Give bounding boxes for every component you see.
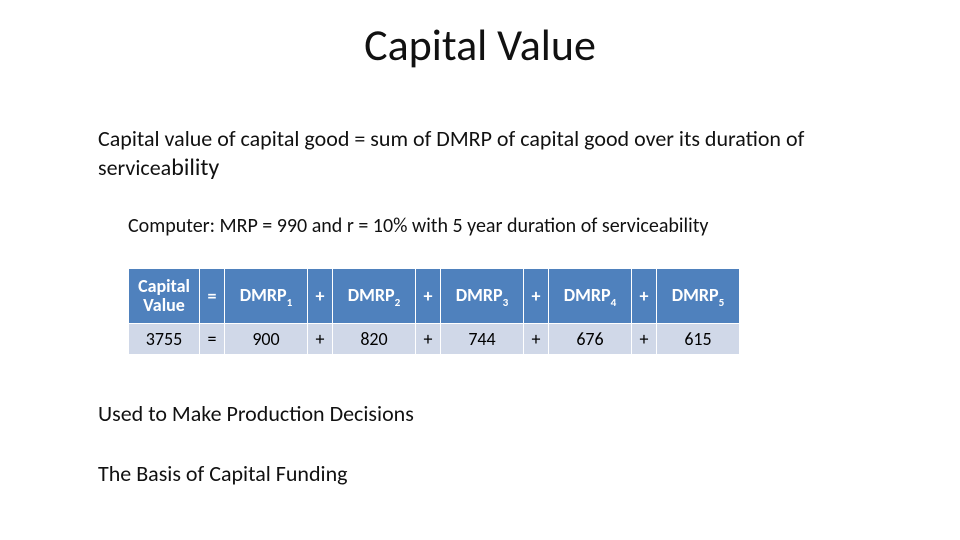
dmrp-sub: 5 [719,295,725,309]
dmrp-prefix: DMRP [240,284,287,306]
table-values-row: 3755 = 900 + 820 + 744 + 676 + 615 [129,324,740,355]
val-eq: = [200,324,225,355]
footer-line-2: The Basis of Capital Funding [98,460,348,487]
hdr-plus1: + [308,269,333,324]
dmrp-prefix: DMRP [348,284,395,306]
definition-text: Capital value of capital good = sum of D… [98,125,900,183]
val-dmrp5: 615 [657,324,740,355]
hdr-capital-value: Capital Value [129,269,200,324]
dmrp-sub: 2 [395,295,401,309]
dmrp-prefix: DMRP [564,284,611,306]
page-title: Capital Value [0,18,960,72]
val-plus4: + [632,324,657,355]
hdr-dmrp2: DMRP2 [333,269,416,324]
dmrp-sub: 4 [611,295,617,309]
definition-part-b: bility [171,153,219,182]
hdr-dmrp4: DMRP4 [549,269,632,324]
hdr-plus3: + [524,269,549,324]
hdr-eq: = [200,269,225,324]
val-plus3: + [524,324,549,355]
hdr-plus4: + [632,269,657,324]
footer-line-1: Used to Make Production Decisions [98,400,414,427]
slide: Capital Value Capital value of capital g… [0,0,960,540]
val-dmrp2: 820 [333,324,416,355]
val-dmrp3: 744 [441,324,524,355]
dmrp-sub: 1 [287,295,293,309]
hdr-dmrp1: DMRP1 [225,269,308,324]
capital-value-table: Capital Value = DMRP1 + DMRP2 + DMRP3 + … [128,268,740,355]
hdr-label-line2: Value [143,294,185,316]
example-text: Computer: MRP = 990 and r = 10% with 5 y… [128,214,900,238]
val-dmrp4: 676 [549,324,632,355]
hdr-dmrp5: DMRP5 [657,269,740,324]
val-plus2: + [416,324,441,355]
dmrp-prefix: DMRP [456,284,503,306]
val-total: 3755 [129,324,200,355]
table-header-row: Capital Value = DMRP1 + DMRP2 + DMRP3 + … [129,269,740,324]
dmrp-sub: 3 [503,295,509,309]
val-dmrp1: 900 [225,324,308,355]
val-plus1: + [308,324,333,355]
dmrp-prefix: DMRP [672,284,719,306]
hdr-plus2: + [416,269,441,324]
hdr-dmrp3: DMRP3 [441,269,524,324]
